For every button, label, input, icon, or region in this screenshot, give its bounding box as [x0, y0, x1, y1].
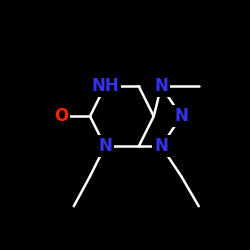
Text: N: N [154, 77, 168, 95]
Text: NH: NH [91, 77, 119, 95]
Text: N: N [174, 107, 188, 125]
Text: N: N [154, 137, 168, 155]
Text: O: O [54, 107, 68, 125]
Text: N: N [98, 137, 112, 155]
